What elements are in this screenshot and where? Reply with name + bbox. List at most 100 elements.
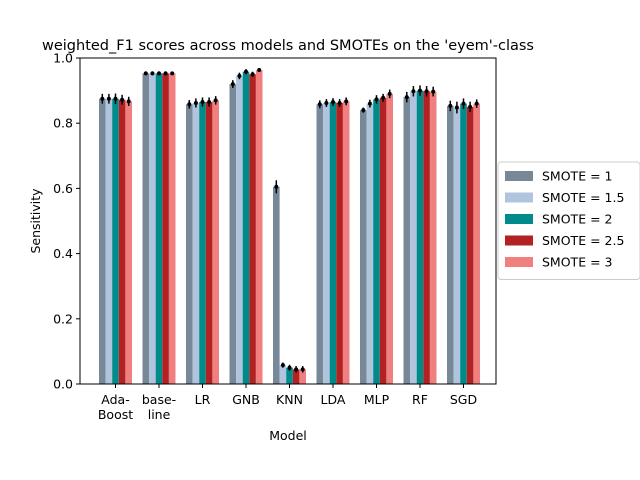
error-bar-point: [381, 95, 386, 100]
bar: [155, 73, 163, 385]
error-bar-point: [187, 102, 192, 107]
x-tick-label: SGD: [450, 392, 477, 407]
error-bar-point: [344, 99, 349, 104]
error-bar-point: [237, 73, 242, 78]
error-bar-point: [374, 97, 379, 102]
x-tick-label: KNN: [276, 392, 303, 407]
error-bar-point: [126, 99, 131, 104]
error-bar-point: [454, 105, 459, 110]
error-bar-point: [411, 89, 416, 94]
bar: [316, 104, 324, 385]
legend-swatch: [505, 257, 533, 267]
x-tick-label: Ada-Boost: [98, 392, 133, 422]
bar: [366, 103, 374, 384]
error-bar-point: [207, 100, 212, 105]
legend-swatch: [505, 171, 533, 181]
error-bar-point: [424, 89, 429, 94]
bar: [323, 102, 330, 384]
error-bar-point: [300, 367, 305, 372]
legend-label: SMOTE = 2.5: [542, 233, 624, 248]
bar: [273, 186, 280, 384]
error-bar-point: [200, 100, 205, 105]
error-bar-point: [294, 367, 299, 372]
error-bar-point: [274, 184, 279, 189]
bar: [329, 102, 337, 384]
bar: [286, 367, 293, 384]
error-bar-point: [143, 71, 148, 76]
bar: [373, 99, 380, 384]
legend-swatch: [505, 214, 533, 224]
error-bar-point: [106, 96, 111, 101]
error-bar-point: [170, 71, 175, 76]
plot-frame: [79, 57, 497, 385]
legend: SMOTE = 1 SMOTE = 1.5 SMOTE = 2 SMOTE = 2.5…: [497, 161, 640, 280]
error-bar-point: [120, 97, 125, 102]
bar: [466, 106, 474, 385]
bar: [292, 369, 300, 384]
bar: [255, 70, 263, 384]
bar: [236, 75, 243, 385]
bar: [403, 97, 411, 385]
bar: [168, 73, 176, 385]
bar: [162, 73, 169, 385]
error-bar-point: [404, 95, 409, 100]
bar: [229, 84, 237, 384]
legend-swatch: [505, 235, 533, 246]
y-tick-label: 0.2: [53, 311, 73, 326]
error-bar-point: [230, 82, 235, 87]
error-bar-point: [244, 69, 248, 74]
bar: [279, 365, 287, 384]
legend-label: SMOTE = 2: [542, 212, 612, 227]
bar: [473, 103, 480, 384]
bar: [299, 369, 306, 384]
error-bar-point: [361, 108, 366, 113]
error-bar-point: [250, 72, 255, 77]
error-bar-point: [367, 101, 372, 106]
x-tick-label: base-line: [142, 392, 176, 422]
bar: [453, 107, 461, 384]
error-bar-point: [213, 98, 218, 103]
bar: [205, 102, 213, 384]
error-bar-point: [157, 71, 161, 76]
bar: [105, 98, 113, 384]
bar: [192, 102, 200, 384]
error-bar-point: [317, 102, 322, 107]
error-bar-point: [448, 103, 453, 108]
error-bar-point: [387, 91, 392, 96]
bar: [460, 103, 467, 384]
bar: [429, 91, 437, 384]
bar: [447, 105, 454, 384]
x-tick-label: LR: [195, 392, 211, 407]
bar: [342, 101, 350, 384]
error-bar-point: [418, 88, 422, 93]
error-bar-point: [163, 71, 168, 76]
error-bar-point: [287, 365, 292, 370]
x-tick-label: MLP: [364, 392, 390, 407]
y-tick-label: 0.8: [53, 116, 73, 131]
x-tick-label: RF: [412, 392, 428, 407]
error-bar-point: [257, 68, 262, 73]
y-tick-label: 0.4: [53, 246, 73, 261]
legend-swatch: [505, 192, 533, 203]
error-bar-point: [324, 100, 329, 105]
y-tick-label: 1.0: [53, 51, 73, 66]
error-bar-point: [100, 96, 105, 101]
error-bar-point: [113, 96, 118, 101]
bar: [242, 71, 250, 384]
bar: [249, 74, 256, 385]
error-bar-point: [468, 104, 473, 109]
legend-label: SMOTE = 1.5: [542, 190, 624, 205]
chart-title: weighted_F1 scores across models and SMO…: [42, 38, 534, 54]
error-bar-point: [280, 363, 285, 368]
x-tick-label: GNB: [232, 392, 260, 407]
bar: [212, 100, 219, 384]
bar: [142, 73, 150, 385]
bar: [386, 93, 393, 385]
x-tick-label: LDA: [321, 392, 346, 407]
y-axis: 0.0 0.2 0.4 0.6 0.8 1.0: [53, 51, 80, 392]
bar: [410, 91, 417, 384]
legend-label: SMOTE = 1: [542, 169, 612, 184]
legend-label: SMOTE = 3: [542, 255, 612, 270]
bar: [199, 102, 206, 384]
error-bar-point: [461, 101, 466, 106]
